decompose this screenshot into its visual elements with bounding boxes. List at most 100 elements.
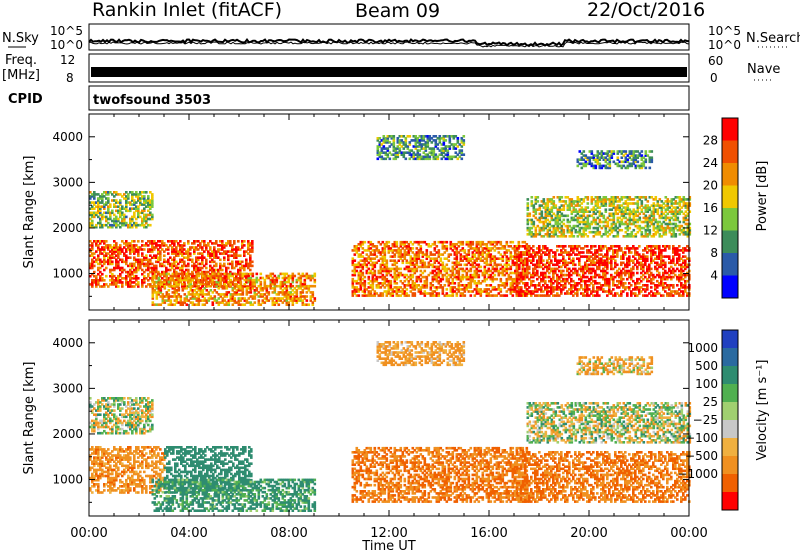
- echo-cell: [522, 292, 525, 295]
- echo-cell: [235, 293, 239, 296]
- echo-cell: [103, 250, 106, 253]
- echo-cell: [149, 266, 152, 270]
- echo-cell: [95, 258, 98, 262]
- echo-cell: [199, 280, 203, 284]
- echo-cell: [201, 280, 205, 284]
- echo-cell: [227, 299, 231, 302]
- echo-cell: [395, 275, 399, 279]
- echo-cell: [161, 272, 164, 276]
- echo-cell: [127, 283, 130, 286]
- echo-cell: [199, 299, 203, 302]
- echo-cell: [634, 292, 637, 295]
- echo-cell: [219, 264, 222, 268]
- echo-cell: [393, 263, 397, 267]
- echo-cell: [386, 141, 390, 144]
- echo-cell: [191, 258, 194, 262]
- echo-cell: [562, 277, 565, 281]
- echo-cell: [415, 279, 419, 283]
- echo-cell: [215, 284, 219, 288]
- echo-cell: [177, 293, 181, 296]
- echo-cell: [416, 153, 420, 156]
- echo-cell: [239, 284, 243, 288]
- echo-cell: [602, 271, 605, 275]
- echo-cell: [497, 284, 501, 287]
- echo-cell: [91, 244, 94, 247]
- echo-cell: [397, 275, 401, 279]
- echo-cell: [548, 253, 551, 256]
- echo-cell: [524, 292, 527, 295]
- echo-cell: [287, 291, 291, 294]
- echo-cell: [229, 280, 233, 284]
- echo-cell: [249, 268, 252, 272]
- echo-cell: [552, 286, 555, 289]
- echo-cell: [650, 290, 653, 293]
- echo-cell: [416, 139, 420, 142]
- echo-cell: [640, 286, 643, 289]
- echo-cell: [217, 303, 221, 306]
- echo-cell: [658, 271, 661, 275]
- echo-cell: [361, 265, 365, 269]
- echo-cell: [361, 247, 365, 250]
- echo-cell: [289, 287, 293, 290]
- echo-cell: [636, 265, 639, 269]
- echo-cell: [357, 282, 361, 285]
- echo-cell: [457, 271, 461, 275]
- echo-cell: [532, 267, 535, 271]
- echo-cell: [586, 251, 589, 254]
- echo-cell: [558, 275, 561, 279]
- echo-cell: [101, 260, 104, 264]
- echo-cell: [251, 240, 254, 243]
- echo-cell: [105, 211, 108, 215]
- echo-cell: [153, 270, 156, 274]
- echo-cell: [393, 290, 397, 293]
- echo-cell: [417, 277, 421, 281]
- echo-cell: [426, 155, 430, 159]
- echo-cell: [181, 244, 184, 247]
- echo-cell: [580, 284, 583, 287]
- echo-cell: [463, 249, 467, 252]
- echo-cell: [534, 198, 538, 201]
- echo-cell: [355, 286, 359, 289]
- echo-cell: [269, 278, 273, 282]
- echo-cell: [199, 244, 202, 247]
- echo-cell: [518, 271, 521, 275]
- echo-cell: [556, 261, 559, 265]
- echo-cell: [121, 266, 124, 270]
- echo-cell: [526, 265, 529, 269]
- echo-cell: [411, 284, 415, 287]
- echo-cell: [658, 263, 661, 267]
- echo-cell: [159, 252, 162, 255]
- echo-cell: [380, 149, 384, 152]
- echo-cell: [391, 251, 395, 254]
- echo-cell: [129, 272, 132, 276]
- echo-cell: [125, 201, 128, 204]
- echo-cell: [380, 143, 384, 146]
- echo-cell: [495, 263, 499, 267]
- echo-cell: [197, 252, 200, 255]
- echo-cell: [233, 254, 236, 257]
- echo-cell: [205, 248, 208, 251]
- echo-cell: [383, 282, 387, 285]
- echo-cell: [159, 256, 162, 259]
- echo-cell: [129, 217, 132, 221]
- echo-cell: [431, 257, 435, 260]
- echo-cell: [658, 292, 661, 295]
- echo-cell: [398, 141, 402, 144]
- echo-cell: [445, 288, 449, 291]
- echo-cell: [463, 257, 467, 260]
- echo-cell: [355, 288, 359, 291]
- echo-cell: [666, 245, 669, 248]
- echo-cell: [263, 287, 267, 290]
- echo-cell: [201, 260, 204, 264]
- echo-cell: [410, 155, 414, 159]
- echo-cell: [448, 139, 452, 142]
- echo-cell: [528, 267, 531, 271]
- echo-cell: [612, 249, 615, 252]
- echo-cell: [91, 283, 94, 286]
- echo-cell: [245, 250, 248, 253]
- echo-cell: [253, 295, 257, 298]
- echo-cell: [177, 242, 180, 245]
- echo-cell: [363, 292, 367, 295]
- echo-cell: [247, 297, 251, 300]
- echo-cell: [578, 273, 581, 277]
